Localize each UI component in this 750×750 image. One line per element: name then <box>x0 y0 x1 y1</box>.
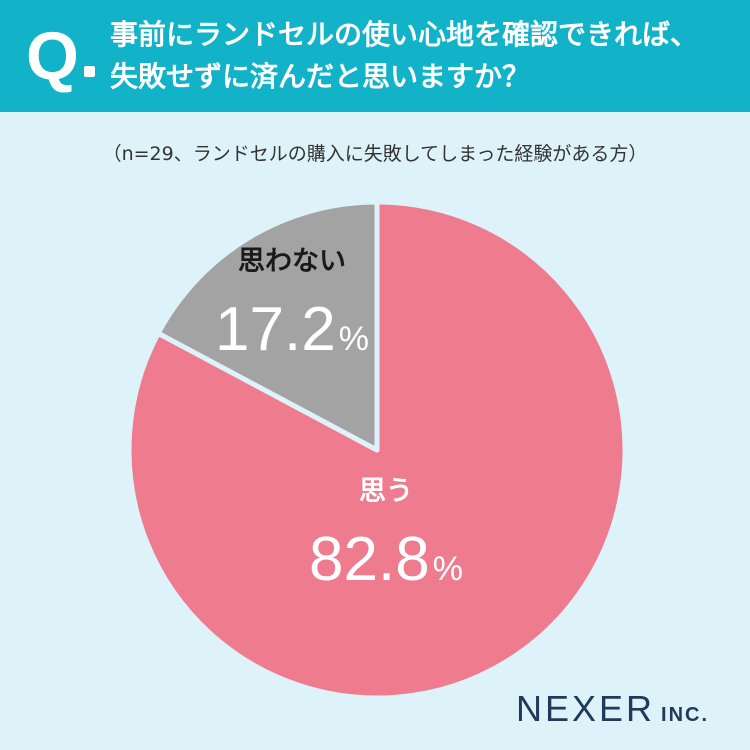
slice-label-group-2: 思わない 17.2% <box>215 246 369 364</box>
question-line-1: 事前にランドセルの使い心地を確認できれば、 <box>110 18 699 51</box>
logo-main-text: NEXER <box>516 688 656 729</box>
slice-value-1: 82.8% <box>309 525 463 594</box>
nexer-logo: NEXER INC. <box>516 688 709 732</box>
question-text: 事前にランドセルの使い心地を確認できれば、 失敗せずに済んだと思いますか？ <box>110 14 740 98</box>
q-mark: Q <box>26 18 79 94</box>
question-line-2: 失敗せずに済んだと思いますか？ <box>110 60 531 93</box>
slice-label-group-1: 思う 82.8% <box>309 476 463 594</box>
slice-label-1: 思う <box>359 476 413 507</box>
logo-sub-text: INC. <box>661 704 710 726</box>
q-dot <box>84 66 95 77</box>
pie-slice-2 <box>155 199 380 453</box>
slice-label-2: 思わない <box>238 246 346 277</box>
sample-note: （n=29、ランドセルの購入に失敗してしまった経験がある方） <box>102 143 648 165</box>
slice-value-2: 17.2% <box>215 295 369 364</box>
question-header: Q 事前にランドセルの使い心地を確認できれば、 失敗せずに済んだと思いますか？ <box>0 0 750 112</box>
